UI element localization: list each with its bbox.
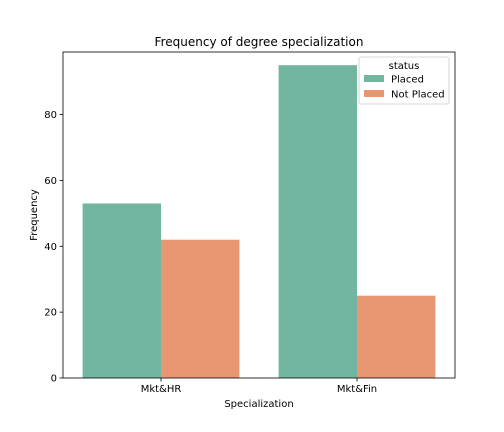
y-tick-label: 80: [44, 110, 57, 121]
legend-entries: Placed Not Placed: [364, 75, 445, 101]
bar-placed-0: [82, 203, 161, 378]
y-axis: 0 20 40 60 80: [44, 110, 63, 385]
x-axis-label: Specialization: [224, 399, 293, 410]
y-tick-label: 60: [44, 176, 57, 187]
bar-not-placed-1: [357, 295, 436, 378]
y-tick-label: 0: [51, 374, 57, 385]
legend-label: Placed: [391, 75, 424, 86]
y-tick-label: 20: [44, 308, 57, 319]
legend-label: Not Placed: [391, 90, 445, 101]
legend-swatch: [364, 90, 384, 97]
chart-title: Frequency of degree specialization: [155, 35, 364, 49]
y-axis-label: Frequency: [29, 189, 40, 241]
legend: status Placed Not Placed: [358, 56, 450, 105]
legend-title: status: [389, 61, 420, 72]
bars: [82, 65, 436, 378]
legend-swatch: [364, 75, 384, 82]
x-axis: Mkt&HR Mkt&Fin: [141, 378, 377, 395]
x-tick-label: Mkt&Fin: [337, 384, 377, 395]
plot-frame: [62, 51, 456, 379]
bar-placed-1: [278, 65, 357, 378]
bar-not-placed-0: [161, 239, 240, 378]
x-tick-label: Mkt&HR: [141, 384, 182, 395]
y-tick-label: 40: [44, 242, 57, 253]
